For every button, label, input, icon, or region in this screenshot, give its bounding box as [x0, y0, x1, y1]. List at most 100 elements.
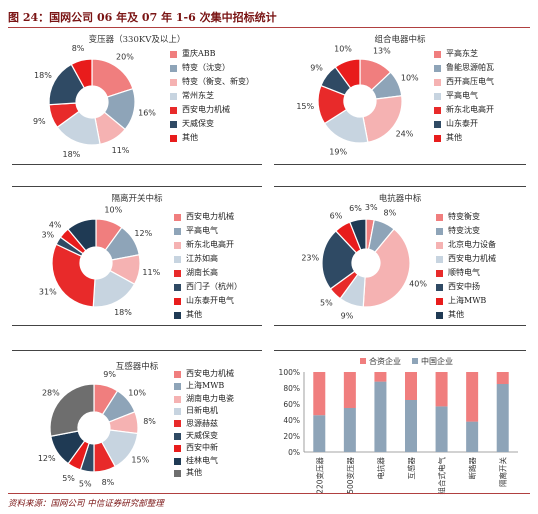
legend-swatch: [174, 255, 181, 263]
slice-value-label: 40%: [409, 280, 427, 289]
legend-label: 北京电力设备: [448, 240, 496, 249]
legend-swatch: [436, 227, 443, 235]
legend-swatch: [434, 64, 441, 72]
donut-chart: 10% 12% 11% 18% 31% 3%4%: [39, 206, 161, 317]
x-tick-label: 电抗器: [375, 457, 385, 480]
y-tick-label: 80%: [283, 384, 300, 393]
legend-item: 西安电力机械: [174, 368, 234, 380]
slice-value-label: 15%: [296, 102, 314, 111]
slice-value-label: 12%: [38, 454, 56, 463]
x-tick-label: 220变压器: [314, 457, 324, 494]
legend-item: 上海MWB: [436, 294, 496, 308]
legend-label: 山东泰开电气: [186, 296, 234, 305]
bar-segment: [435, 406, 448, 452]
legend-item: 特变（衡变、新变）: [170, 75, 254, 89]
panel-instrument-transformer: 互感器中标 9% 10% 8% 15% 8% 5% 5% 12% 28% 西安电力机械 上海MWB…: [12, 350, 262, 490]
legend-item: 特变（沈变）: [170, 61, 254, 75]
legend-item: 其他: [436, 308, 496, 322]
slice-value-label: 18%: [114, 308, 132, 317]
legend-swatch: [434, 50, 441, 58]
legend-swatch: [170, 120, 177, 128]
legend-label: 其他: [182, 133, 198, 142]
slice-value-label: 28%: [42, 388, 60, 397]
legend-label: 西安电力机械: [182, 105, 230, 114]
x-tick-label: 500变压器: [345, 457, 355, 494]
legend-swatch: [170, 64, 177, 72]
legend-swatch: [174, 370, 181, 378]
y-tick-label: 60%: [283, 400, 300, 409]
legend-label: 特变沈变: [448, 226, 480, 235]
donut-slice: [334, 58, 361, 89]
slice-value-label: 8%: [102, 478, 115, 487]
slice-value-label: 4%: [49, 221, 62, 230]
legend-label: 其他: [448, 310, 464, 319]
bar-segment: [466, 421, 479, 452]
y-tick-label: 20%: [283, 432, 300, 441]
legend-label: 日新电机: [186, 406, 218, 416]
legend-label: 平高东芝: [446, 49, 478, 58]
bar-segment: [313, 415, 326, 452]
legend-item: 西安中新: [174, 442, 234, 454]
donut-slice: [349, 218, 367, 251]
legend-swatch: [436, 311, 443, 319]
legend-label: 特变衡变: [448, 212, 480, 221]
source-note: 资料来源：国网公司 中信证券研究部整理: [8, 499, 164, 509]
panel-title: 隔离开关中标: [111, 194, 163, 204]
legend-item: 顺特电气: [436, 266, 496, 280]
slice-value-label: 24%: [396, 129, 414, 138]
legend-item: 湖南长高: [174, 266, 242, 280]
legend-swatch: [434, 134, 441, 142]
legend-item: 平高电气: [174, 224, 242, 238]
donut-slice: [362, 228, 411, 308]
legend-label: 山东泰开: [446, 119, 478, 128]
x-tick-label: 组合式电气: [437, 457, 447, 495]
y-tick-label: 0%: [288, 448, 300, 457]
slice-value-label: 20%: [116, 53, 134, 62]
legend-label: 思源赫兹: [186, 418, 218, 428]
bar-segment: [496, 372, 509, 384]
legend-swatch: [436, 297, 443, 305]
legend-swatch: [174, 213, 181, 221]
legend: 平高东芝 鲁能思源帕瓦 西开高压电气 平高电气 新东北电高开 山东泰开 其他: [434, 47, 494, 145]
legend-swatch: [174, 469, 181, 477]
legend-label: 西门子（杭州）: [186, 282, 242, 291]
bar-segment: [496, 384, 509, 452]
slice-value-label: 10%: [104, 206, 122, 215]
legend-item: 天威保变: [174, 430, 234, 442]
bar-segment: [405, 400, 417, 452]
legend-item: 天威保变: [170, 117, 254, 131]
legend-label: 常州东芝: [182, 91, 214, 100]
slice-value-label: 10%: [401, 74, 419, 83]
figure-title: 图 24：国网公司 06 年及 07 年 1-6 次集中招标统计: [8, 11, 277, 24]
legend-label: 湖南电力电瓷: [186, 393, 234, 403]
legend-swatch: [434, 106, 441, 114]
slice-value-label: 10%: [334, 45, 352, 54]
slice-value-label: 3%: [365, 203, 378, 212]
donut-chart: 20% 16% 11% 18% 9% 18% 8%: [33, 44, 156, 159]
panel-top-rule: [12, 186, 262, 187]
slice-value-label: 5%: [320, 299, 333, 308]
legend-item: 北京电力设备: [436, 238, 496, 252]
legend-item: 平高电气: [434, 89, 494, 103]
stacked-bar-chart: 合资企业 中国企业 0% 20% 40% 60% 80% 100% 220变压器 500变压器 电抗…: [279, 356, 518, 495]
slice-value-label: 9%: [341, 312, 354, 321]
legend-item: 西安电力机械: [436, 252, 496, 266]
donut-chart: 13% 10% 24% 19% 15% 9% 10%: [296, 45, 419, 157]
bar-segment: [343, 372, 356, 408]
legend-item: 重庆ABB: [170, 47, 254, 61]
title-divider: [8, 27, 530, 28]
legend-swatch: [174, 383, 181, 391]
slice-value-label: 19%: [329, 147, 347, 156]
legend-label: 特变（沈变）: [182, 63, 230, 72]
legend-swatch: [174, 241, 181, 249]
y-tick-label: 100%: [279, 368, 300, 377]
legend-label: 合资企业: [369, 356, 401, 366]
legend-swatch: [360, 358, 366, 364]
donut-slice: [67, 218, 97, 252]
legend-label: 湖南长高: [186, 268, 218, 277]
legend-item: 桂林电气: [174, 455, 234, 467]
slice-value-label: 11%: [142, 268, 160, 277]
legend-swatch: [174, 395, 181, 403]
legend-item: 西安中扬: [436, 280, 496, 294]
legend-label: 西安中新: [186, 443, 218, 453]
